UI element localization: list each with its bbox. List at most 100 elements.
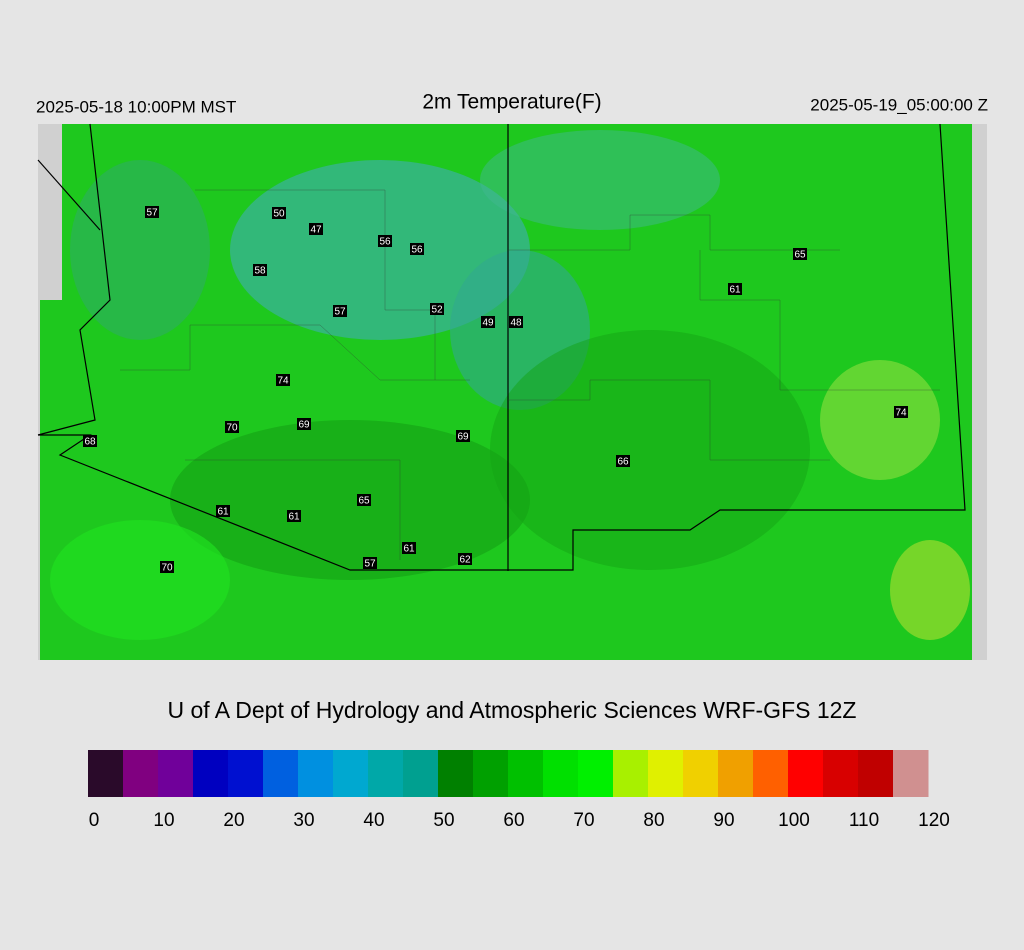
colorbar-segment [508, 750, 544, 797]
station-box [160, 561, 174, 573]
border [195, 189, 436, 380]
station-value: 48 [510, 318, 522, 329]
station-box [728, 283, 742, 295]
stations: 57 50 47 56 56 58 57 52 49 48 61 65 74 70 69 69 68 66 74 65… [83, 206, 908, 574]
station-box [363, 557, 377, 569]
station-value: 56 [379, 237, 391, 248]
colorbar-tick-label: 90 [713, 810, 734, 831]
station-value: 57 [334, 307, 346, 318]
colorbar-segment [718, 750, 754, 797]
station-value: 74 [277, 376, 289, 387]
border [38, 123, 966, 571]
border [185, 459, 401, 560]
colorbar-segment [123, 750, 159, 797]
station-box [481, 316, 495, 328]
station-value: 70 [226, 423, 238, 434]
title: 2m Temperature(F) [422, 91, 601, 114]
station-value: 50 [273, 209, 285, 220]
colorbar-segment [788, 750, 824, 797]
colorbar-segment [858, 750, 894, 797]
cold-area [230, 160, 530, 340]
border [699, 250, 940, 391]
station-value: 61 [403, 544, 415, 555]
station-value: 70 [161, 563, 173, 574]
station-value: 57 [364, 559, 376, 570]
station-box [458, 553, 472, 565]
colorbar-tick-label: 10 [153, 810, 174, 831]
colorbar-segment [88, 750, 124, 797]
station-box [357, 494, 371, 506]
border [120, 324, 470, 381]
station-value: 49 [482, 318, 494, 329]
colorbar-tick-label: 110 [849, 810, 879, 831]
station-box [83, 435, 97, 447]
colorbar-tick-label: 120 [918, 810, 950, 831]
station-value: 68 [84, 437, 96, 448]
colorbar-segment [193, 750, 229, 797]
station-value: 56 [411, 245, 423, 256]
station-box [430, 303, 444, 315]
station-box [225, 421, 239, 433]
station-box [410, 243, 424, 255]
warm-area [820, 360, 940, 480]
mountain-area [170, 420, 530, 580]
colorbar-segment [158, 750, 194, 797]
station-box [616, 455, 630, 467]
colorbar-tick-label: 20 [223, 810, 244, 831]
colorbar-segment [613, 750, 649, 797]
station-value: 58 [254, 266, 266, 277]
colorbar-tick-label: 80 [643, 810, 664, 831]
station-box [145, 206, 159, 218]
station-box [378, 235, 392, 247]
state-borders [37, 123, 966, 571]
colorbar-segment [403, 750, 439, 797]
station-box [216, 505, 230, 517]
station-value: 69 [298, 420, 310, 431]
colorbar-segment [823, 750, 859, 797]
station-box [309, 223, 323, 235]
colorbar-tick-label: 60 [503, 810, 524, 831]
station-box [894, 406, 908, 418]
station-value: 69 [457, 432, 469, 443]
cool-area [70, 160, 210, 340]
station-box [333, 305, 347, 317]
valid-local: 2025-05-18 10:00PM MST [36, 97, 236, 116]
colorbar-tick-label: 30 [293, 810, 314, 831]
station-box [287, 510, 301, 522]
station-value: 57 [146, 208, 158, 219]
station-box [509, 316, 523, 328]
county-borders [120, 189, 940, 560]
colorbar-segment [473, 750, 509, 797]
station-value: 61 [217, 507, 229, 518]
station-value: 61 [288, 512, 300, 523]
colorbar-segment [578, 750, 614, 797]
station-box [297, 418, 311, 430]
station-box [402, 542, 416, 554]
colorbar-tick-label: 100 [778, 810, 810, 831]
colorbar-segment [333, 750, 369, 797]
station-box [456, 430, 470, 442]
valid-utc: 2025-05-19_05:00:00 Z [810, 95, 988, 114]
border [508, 379, 830, 461]
warm-area [890, 540, 970, 640]
station-value: 62 [459, 555, 471, 566]
map: 57 50 47 56 56 58 57 52 49 48 61 65 74 70 69 69 68 66 74 65… [37, 123, 987, 660]
colorbar-tick-label: 40 [363, 810, 384, 831]
colorbar-segment [298, 750, 334, 797]
border [37, 123, 111, 436]
station-value: 61 [729, 285, 741, 296]
colorbar-segment [683, 750, 719, 797]
colorbar-tick-label: 50 [433, 810, 454, 831]
colorbar-segment [228, 750, 264, 797]
station-box [276, 374, 290, 386]
station-value: 66 [617, 457, 629, 468]
warm-area [50, 520, 230, 640]
colorbar-segment [753, 750, 789, 797]
mountain-area [490, 330, 810, 570]
cold-area [480, 130, 720, 230]
station-box [272, 207, 286, 219]
colorbar-segment [648, 750, 684, 797]
colorbar-segment [893, 750, 929, 797]
colorbar: 0 10 20 30 40 50 60 70 80 90 100 110 120 [88, 750, 950, 831]
